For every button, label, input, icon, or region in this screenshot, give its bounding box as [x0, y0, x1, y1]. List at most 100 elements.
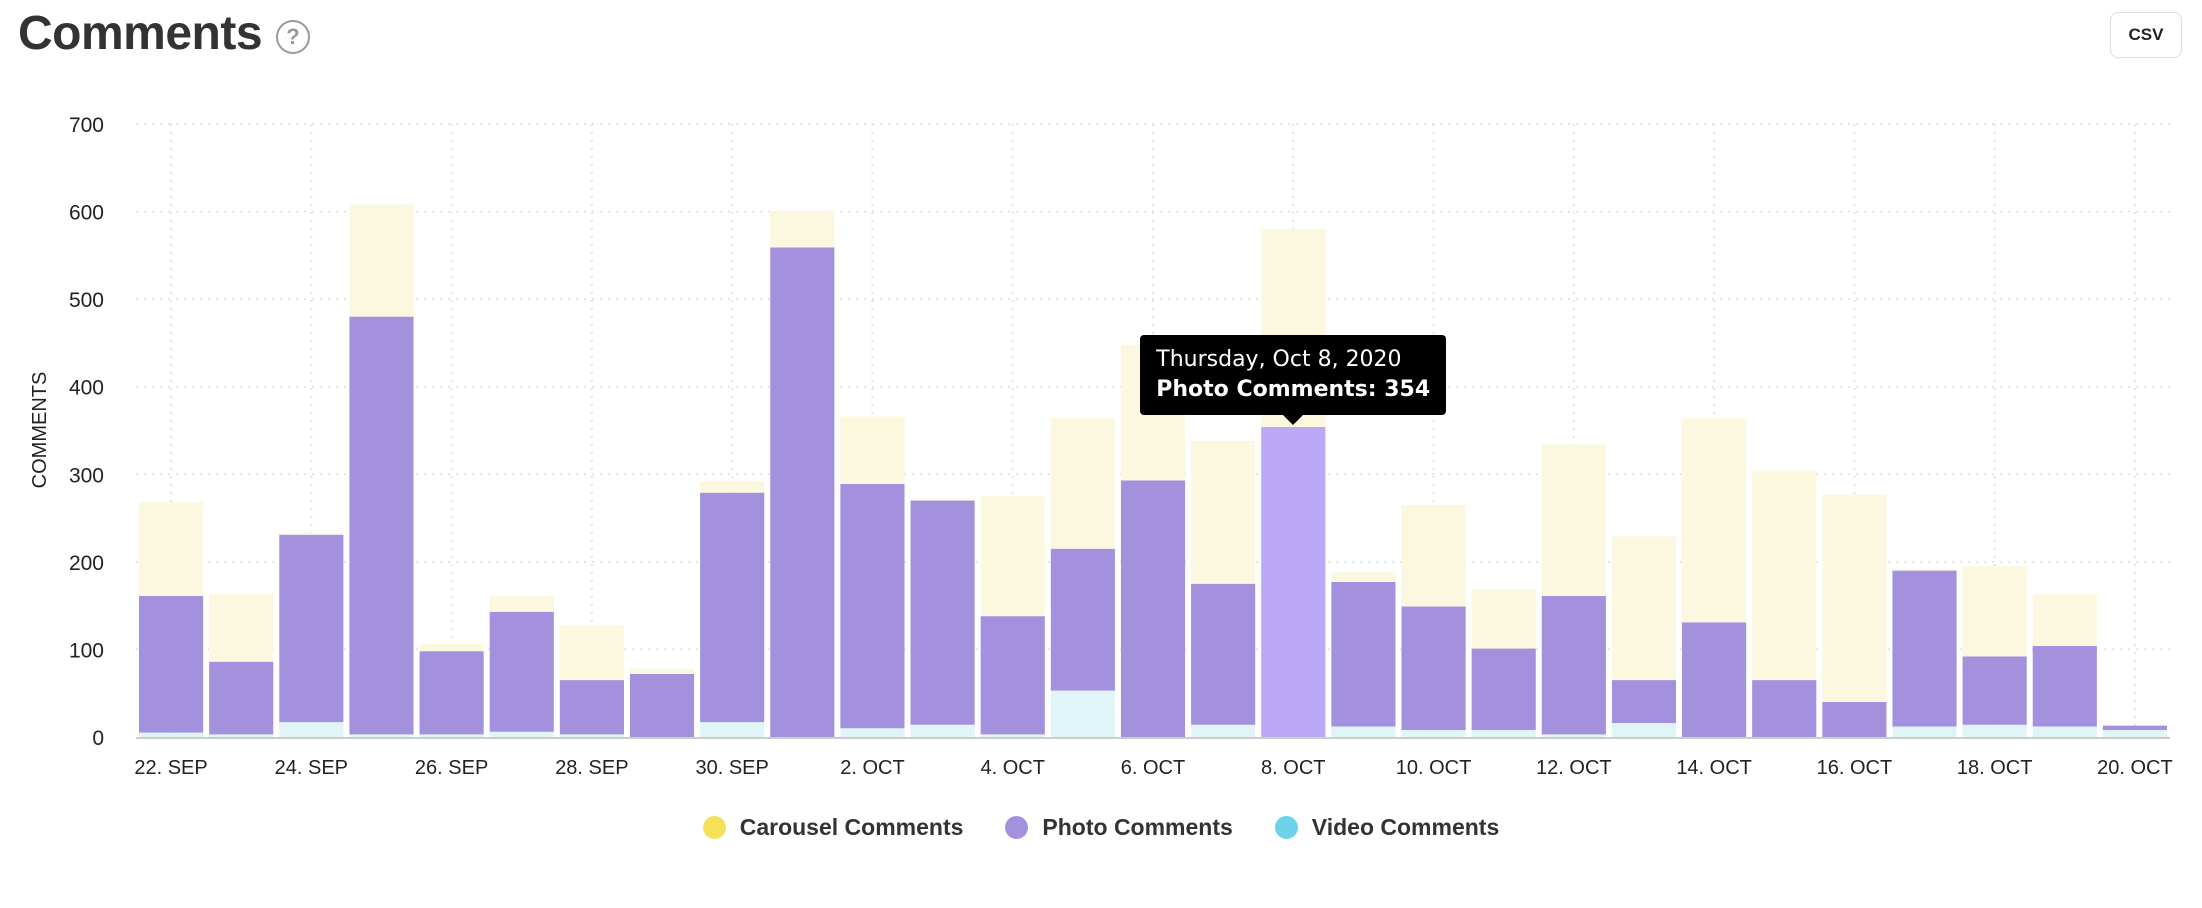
- bar-carousel: [489, 596, 554, 612]
- bar-photo: [1752, 680, 1817, 737]
- bar-video: [1191, 724, 1256, 737]
- bar-carousel: [279, 532, 344, 535]
- bar-photo: [419, 651, 484, 735]
- bar-carousel: [629, 668, 695, 674]
- bar-video: [1611, 722, 1677, 737]
- bar-photo: [1541, 596, 1606, 735]
- bar-video: [1471, 729, 1536, 737]
- tooltip-date: Thursday, Oct 8, 2020: [1156, 346, 1402, 372]
- x-tick-label: 26. SEP: [415, 757, 488, 779]
- bar-carousel: [139, 502, 204, 597]
- bar-photo: [1822, 701, 1887, 737]
- legend-label: Photo Comments: [1042, 814, 1233, 840]
- bar-video: [1401, 729, 1466, 737]
- bar-video: [2102, 729, 2167, 737]
- x-tick-label: 22. SEP: [134, 757, 207, 779]
- bar-carousel: [209, 594, 274, 662]
- bar-photo: [139, 596, 204, 733]
- x-tick-label: 4. OCT: [980, 757, 1044, 779]
- legend-label: Video Comments: [1311, 814, 1500, 840]
- x-tick-label: 30. SEP: [695, 757, 768, 779]
- tooltip-value: Photo Comments: 354: [1156, 376, 1431, 402]
- csv-export-button[interactable]: CSV: [2110, 12, 2182, 58]
- y-tick-label: 600: [69, 202, 104, 225]
- bar-carousel: [1331, 572, 1396, 582]
- y-axis-title: COMMENTS: [29, 372, 51, 489]
- bar-photo: [840, 483, 905, 729]
- bar-photo: [1471, 648, 1536, 730]
- chart-tooltip: Thursday, Oct 8, 2020 Photo Comments: 35…: [1140, 334, 1447, 425]
- bar-carousel: [1611, 536, 1677, 681]
- bar-photo: [1191, 583, 1256, 725]
- bar-carousel: [1191, 441, 1256, 584]
- bar-photo: [1331, 581, 1396, 727]
- bar-photo: [770, 247, 835, 737]
- page-title: Comments: [18, 7, 263, 60]
- bar-video: [910, 724, 975, 737]
- bar-photo: [1120, 480, 1186, 737]
- x-tick-label: 28. SEP: [555, 757, 628, 779]
- bar-video: [980, 734, 1045, 737]
- bar-carousel: [1541, 444, 1606, 597]
- bar-photo: [559, 680, 624, 735]
- comments-chart: 0 100 200 300 400 500 600 700 22. SEP 24. SEP 26. …: [29, 114, 2173, 779]
- y-tick-label: 0: [92, 727, 104, 750]
- x-tick-label: 12. OCT: [1536, 757, 1612, 779]
- bar-video: [2032, 726, 2097, 737]
- y-tick-label: 500: [69, 289, 104, 312]
- bar-photo: [489, 611, 554, 732]
- bar-video: [139, 732, 204, 737]
- help-icon[interactable]: ?: [276, 20, 310, 54]
- legend-item-photo[interactable]: Photo Comments: [1005, 814, 1233, 841]
- bar-video: [840, 728, 905, 737]
- x-tick-label: 16. OCT: [1817, 757, 1893, 779]
- bar-photo: [1261, 426, 1326, 737]
- bar-photo: [629, 673, 695, 737]
- bar-photo: [1962, 656, 2027, 725]
- bar-photo: [279, 534, 344, 723]
- bar-video: [1541, 734, 1606, 737]
- bar-carousel: [2032, 594, 2097, 646]
- bar-photo: [209, 661, 274, 735]
- bar-carousel: [700, 481, 765, 493]
- bar-carousel: [770, 210, 835, 248]
- legend-item-video[interactable]: Video Comments: [1274, 814, 1500, 841]
- legend-label: Carousel Comments: [739, 814, 964, 840]
- bar-photo: [1050, 548, 1115, 691]
- bar-carousel: [1050, 418, 1115, 549]
- bar-video: [1050, 690, 1115, 737]
- x-tick-label: 2. OCT: [840, 757, 904, 779]
- bar-photo: [700, 492, 765, 723]
- bar-video: [1892, 726, 1957, 737]
- bar-video: [209, 734, 274, 737]
- bar-photo: [2102, 725, 2167, 730]
- legend-dot-photo: [1005, 816, 1029, 839]
- x-tick-label: 14. OCT: [1676, 757, 1752, 779]
- y-tick-label: 200: [69, 552, 104, 575]
- legend-dot-carousel: [702, 816, 726, 839]
- bar-video: [279, 722, 344, 737]
- bar-video: [1331, 726, 1396, 737]
- bar-carousel: [1822, 494, 1887, 702]
- x-tick-label: 8. OCT: [1261, 757, 1325, 779]
- bar-photo: [1892, 570, 1957, 727]
- bar-video: [349, 734, 414, 737]
- x-tick-label: 20. OCT: [2097, 757, 2173, 779]
- bar-photo: [1611, 680, 1677, 723]
- legend-dot-video: [1274, 816, 1298, 839]
- bar-carousel: [1682, 418, 1747, 623]
- bar-carousel: [1962, 566, 2027, 657]
- x-tick-label: 10. OCT: [1396, 757, 1472, 779]
- bar-carousel: [910, 498, 975, 501]
- y-tick-label: 700: [69, 114, 104, 137]
- bar-carousel: [980, 496, 1045, 617]
- bar-carousel: [419, 644, 484, 652]
- bar-video: [700, 722, 765, 737]
- legend-item-carousel[interactable]: Carousel Comments: [702, 814, 964, 841]
- bar-video: [419, 734, 484, 737]
- x-tick-label: 24. SEP: [275, 757, 348, 779]
- x-tick-label: 6. OCT: [1121, 757, 1185, 779]
- bar-carousel: [349, 204, 414, 317]
- bar-photo: [1682, 622, 1747, 737]
- bar-carousel: [559, 625, 624, 681]
